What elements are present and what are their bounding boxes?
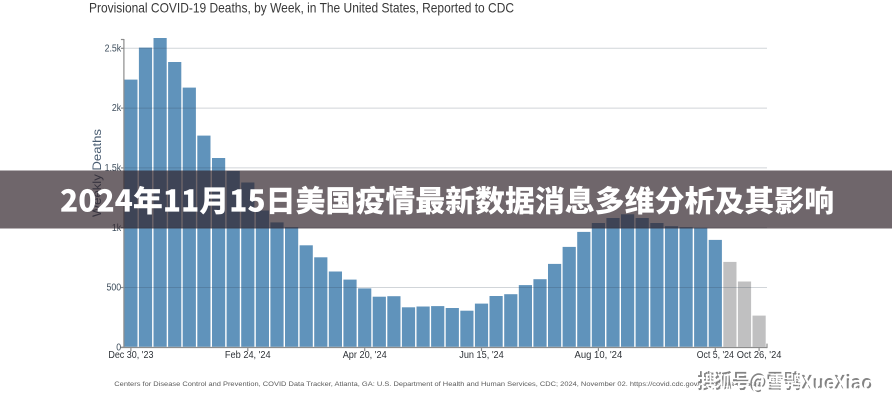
svg-text:Jun 15, '24: Jun 15, '24 — [459, 350, 504, 361]
svg-text:2k: 2k — [112, 103, 122, 114]
svg-text:Dec 30, '23: Dec 30, '23 — [108, 350, 153, 361]
svg-text:Centers for Disease Control an: Centers for Disease Control and Preventi… — [114, 381, 760, 388]
svg-text:500: 500 — [107, 283, 122, 294]
svg-text:Oct 26, '24: Oct 26, '24 — [737, 350, 782, 361]
svg-text:Provisional COVID-19 Deaths, b: Provisional COVID-19 Deaths, by Week, in… — [89, 1, 514, 16]
svg-text:1.5k: 1.5k — [105, 163, 122, 174]
svg-text:Apr 20, '24: Apr 20, '24 — [343, 350, 387, 361]
svg-text:Feb 24, '24: Feb 24, '24 — [225, 350, 271, 361]
svg-text:Aug 10, '24: Aug 10, '24 — [575, 350, 623, 361]
svg-text:0: 0 — [116, 342, 121, 353]
svg-text:2.5k: 2.5k — [105, 43, 122, 54]
svg-text:Oct 5, '24: Oct 5, '24 — [697, 350, 735, 361]
